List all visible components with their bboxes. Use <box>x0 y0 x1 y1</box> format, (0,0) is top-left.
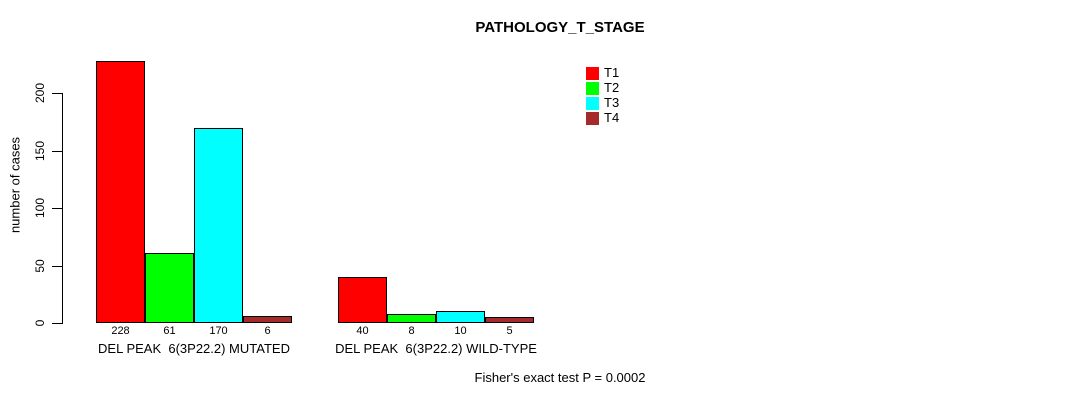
bar-value-label: 228 <box>111 325 130 337</box>
bar-value-label: 5 <box>506 325 513 337</box>
y-tick-mark <box>52 265 62 267</box>
legend-swatch-t3 <box>586 96 599 110</box>
legend-label: T3 <box>604 95 620 110</box>
bar-t2-group2 <box>387 314 436 323</box>
footnote: Fisher's exact test P = 0.0002 <box>474 370 646 385</box>
chart-title: PATHOLOGY_T_STAGE <box>475 19 645 36</box>
bar-value-label: 10 <box>454 325 467 337</box>
bar-t2-group1 <box>145 253 194 323</box>
y-axis-line <box>62 93 63 324</box>
y-axis-label: number of cases <box>7 136 23 234</box>
legend-swatch-t4 <box>586 111 599 125</box>
y-tick-mark <box>52 93 62 94</box>
legend-item-t1: T1 <box>586 66 619 80</box>
category-label: DEL PEAK 6(3P22.2) WILD-TYPE <box>335 341 537 356</box>
legend-item-t3: T3 <box>586 96 619 110</box>
legend-label: T1 <box>604 65 620 80</box>
legend-item-t4: T4 <box>586 111 619 125</box>
category-label: DEL PEAK 6(3P22.2) MUTATED <box>98 341 290 356</box>
bar-value-label: 8 <box>408 325 415 337</box>
y-tick-label: 50 <box>33 258 47 273</box>
bar-value-label: 6 <box>264 325 271 337</box>
y-tick-mark <box>52 208 62 209</box>
y-tick-label: 200 <box>33 82 47 104</box>
bar-value-label: 61 <box>163 325 176 337</box>
legend-swatch-t1 <box>586 66 599 80</box>
legend-item-t2: T2 <box>586 81 619 95</box>
bar-t4-group2 <box>485 317 534 323</box>
y-tick-mark <box>52 150 62 152</box>
bar-value-label: 170 <box>209 325 228 337</box>
legend-label: T4 <box>604 110 620 125</box>
legend-swatch-t2 <box>586 81 599 95</box>
bar-t3-group1 <box>194 128 243 323</box>
bar-t1-group2 <box>338 277 387 323</box>
y-tick-label: 150 <box>33 140 47 161</box>
legend-label: T2 <box>604 80 620 95</box>
bar-t1-group1 <box>96 61 145 323</box>
bar-t3-group2 <box>436 311 485 323</box>
bar-value-label: 40 <box>356 325 369 337</box>
y-tick-label: 0 <box>33 319 47 327</box>
y-tick-label: 100 <box>33 197 47 219</box>
y-tick-mark <box>52 323 62 324</box>
bar-t4-group1 <box>243 316 292 323</box>
